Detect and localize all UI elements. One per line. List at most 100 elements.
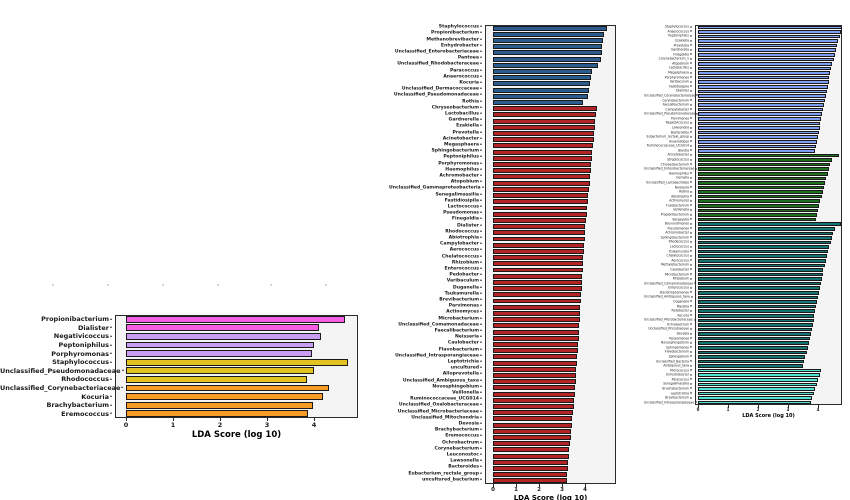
taxon-label: Ruminococcaceae_UCG014 — [389, 397, 482, 403]
lda-bar — [493, 459, 569, 465]
taxon-label: Flavobacterium — [644, 350, 692, 354]
taxon-label: Staphylococcus — [389, 25, 482, 31]
lda-bar — [493, 75, 591, 81]
lda-bar — [698, 204, 820, 208]
taxon-label: Massilia — [644, 304, 692, 308]
lda-bar — [698, 226, 835, 231]
taxon-label: Pseudomonas — [644, 227, 692, 230]
taxon-label: Devosia — [389, 422, 482, 428]
lda-bar — [493, 180, 590, 186]
x-axis-title: LDA Score (log 10) — [191, 430, 282, 440]
taxon-label: Duganella — [389, 286, 482, 291]
taxon-label: Brevibacterium — [389, 298, 482, 304]
x-tick-label: 1 — [170, 421, 176, 429]
taxon-label: Varibaculum — [389, 279, 482, 285]
faint-dot — [217, 284, 219, 286]
taxon-label: Brevundimonas — [644, 222, 692, 226]
taxon-label: Lactococcus — [389, 205, 482, 211]
x-axis-tick — [698, 405, 699, 408]
taxon-label: Neisseria — [644, 185, 692, 189]
taxon-label: Leuconostoc — [389, 453, 482, 459]
taxon-label: Prevotella — [644, 43, 692, 47]
lda-bar — [698, 149, 815, 153]
taxon-label: Dialister — [0, 325, 112, 332]
x-axis-tick — [314, 418, 315, 421]
lda-bar — [493, 441, 571, 447]
lda-bar — [698, 172, 828, 176]
taxon-label: Abiotrophia — [644, 195, 692, 198]
taxon-label: Unclassified_Intrasporangiaceae — [389, 354, 482, 360]
lda-bar — [493, 298, 581, 304]
taxon-label: Brachybacterium — [389, 428, 482, 434]
taxon-label: Unclassified_Lactobacillales — [644, 181, 692, 184]
x-tick-label: 1 — [514, 486, 518, 493]
taxon-label: Tsukamurella — [644, 249, 692, 253]
lda-bar — [698, 57, 834, 62]
lda-bar — [493, 44, 603, 50]
taxon-label: Veillonella — [644, 208, 692, 212]
taxon-label: Novosphingobium — [389, 385, 482, 391]
taxon-label: Lactococcus — [644, 245, 692, 249]
lda-bar — [493, 466, 568, 471]
lda-bar — [698, 259, 826, 263]
lda-bar — [698, 240, 831, 245]
taxon-label: Senegalimassilia — [389, 193, 482, 198]
taxon-label: Unclassified_Enterobacteriaceae — [644, 166, 695, 171]
lda-bar — [698, 309, 816, 313]
taxon-label: Rhizobium — [644, 277, 692, 281]
taxon-label: Peptoniphilus — [0, 342, 112, 349]
lda-bar — [698, 327, 812, 332]
taxon-label: Aerococcus — [644, 259, 692, 262]
taxon-label: Corynebacterium — [644, 98, 692, 102]
lda-bar — [493, 174, 591, 180]
faint-dot — [325, 284, 327, 286]
taxon-label: Anaerostipes — [644, 140, 692, 143]
lda-bar — [493, 112, 597, 118]
taxon-label: Parvimonas — [389, 304, 482, 310]
x-axis-tick — [267, 418, 268, 421]
lda-bar — [493, 149, 593, 155]
taxon-label: Rhodococcus — [0, 376, 112, 383]
lda-bar — [493, 304, 581, 310]
lda-bar — [493, 137, 594, 143]
taxon-label: Propionibacterium — [0, 316, 112, 323]
x-axis-tick — [758, 405, 759, 408]
lda-bar — [493, 255, 584, 261]
faint-dot — [52, 284, 54, 286]
taxon-label: Ezakiella — [389, 124, 482, 130]
x-axis-tick — [539, 484, 540, 487]
taxon-label: Atopobium — [644, 62, 692, 65]
lda-bar — [493, 341, 579, 347]
x-tick-label: 3 — [560, 486, 564, 493]
lda-bar — [698, 373, 820, 378]
lda-bar — [493, 162, 592, 168]
lda-bar — [493, 435, 571, 440]
lda-bar — [698, 75, 830, 80]
x-tick-label: 2 — [537, 486, 541, 493]
taxon-label: Unclassified_Rhodobacteraceae — [389, 62, 482, 68]
lda-bar — [698, 48, 836, 52]
lda-bar — [698, 62, 833, 66]
lda-bar — [698, 281, 821, 286]
taxon-label: Rhodococcus — [644, 240, 692, 244]
lda-bar — [493, 397, 574, 403]
taxon-label: Megasphaera — [389, 143, 482, 149]
lda-bar — [493, 230, 585, 236]
lda-bar — [698, 341, 809, 345]
taxon-label: Porphyromonas — [644, 75, 692, 79]
lda-bar — [493, 292, 582, 298]
lda-bar — [698, 167, 829, 171]
taxon-label: Veillonella — [389, 391, 482, 397]
taxon-label: Kocuria — [0, 393, 112, 400]
taxon-label: Enhydrobacter — [644, 373, 692, 377]
lda-bar — [698, 391, 814, 396]
taxon-label: Eremococcus — [389, 435, 482, 440]
x-tick-label: 0 — [491, 486, 495, 493]
x-tick-label: 4 — [583, 486, 587, 493]
taxon-label: Kocuria — [644, 314, 692, 317]
taxon-label: Acinetobacter — [644, 153, 692, 157]
taxon-label: Haemophilus — [389, 168, 482, 173]
taxon-label: Megasphaera — [644, 71, 692, 75]
lda-bar — [698, 217, 816, 222]
taxon-label: Paracoccus — [644, 378, 692, 381]
